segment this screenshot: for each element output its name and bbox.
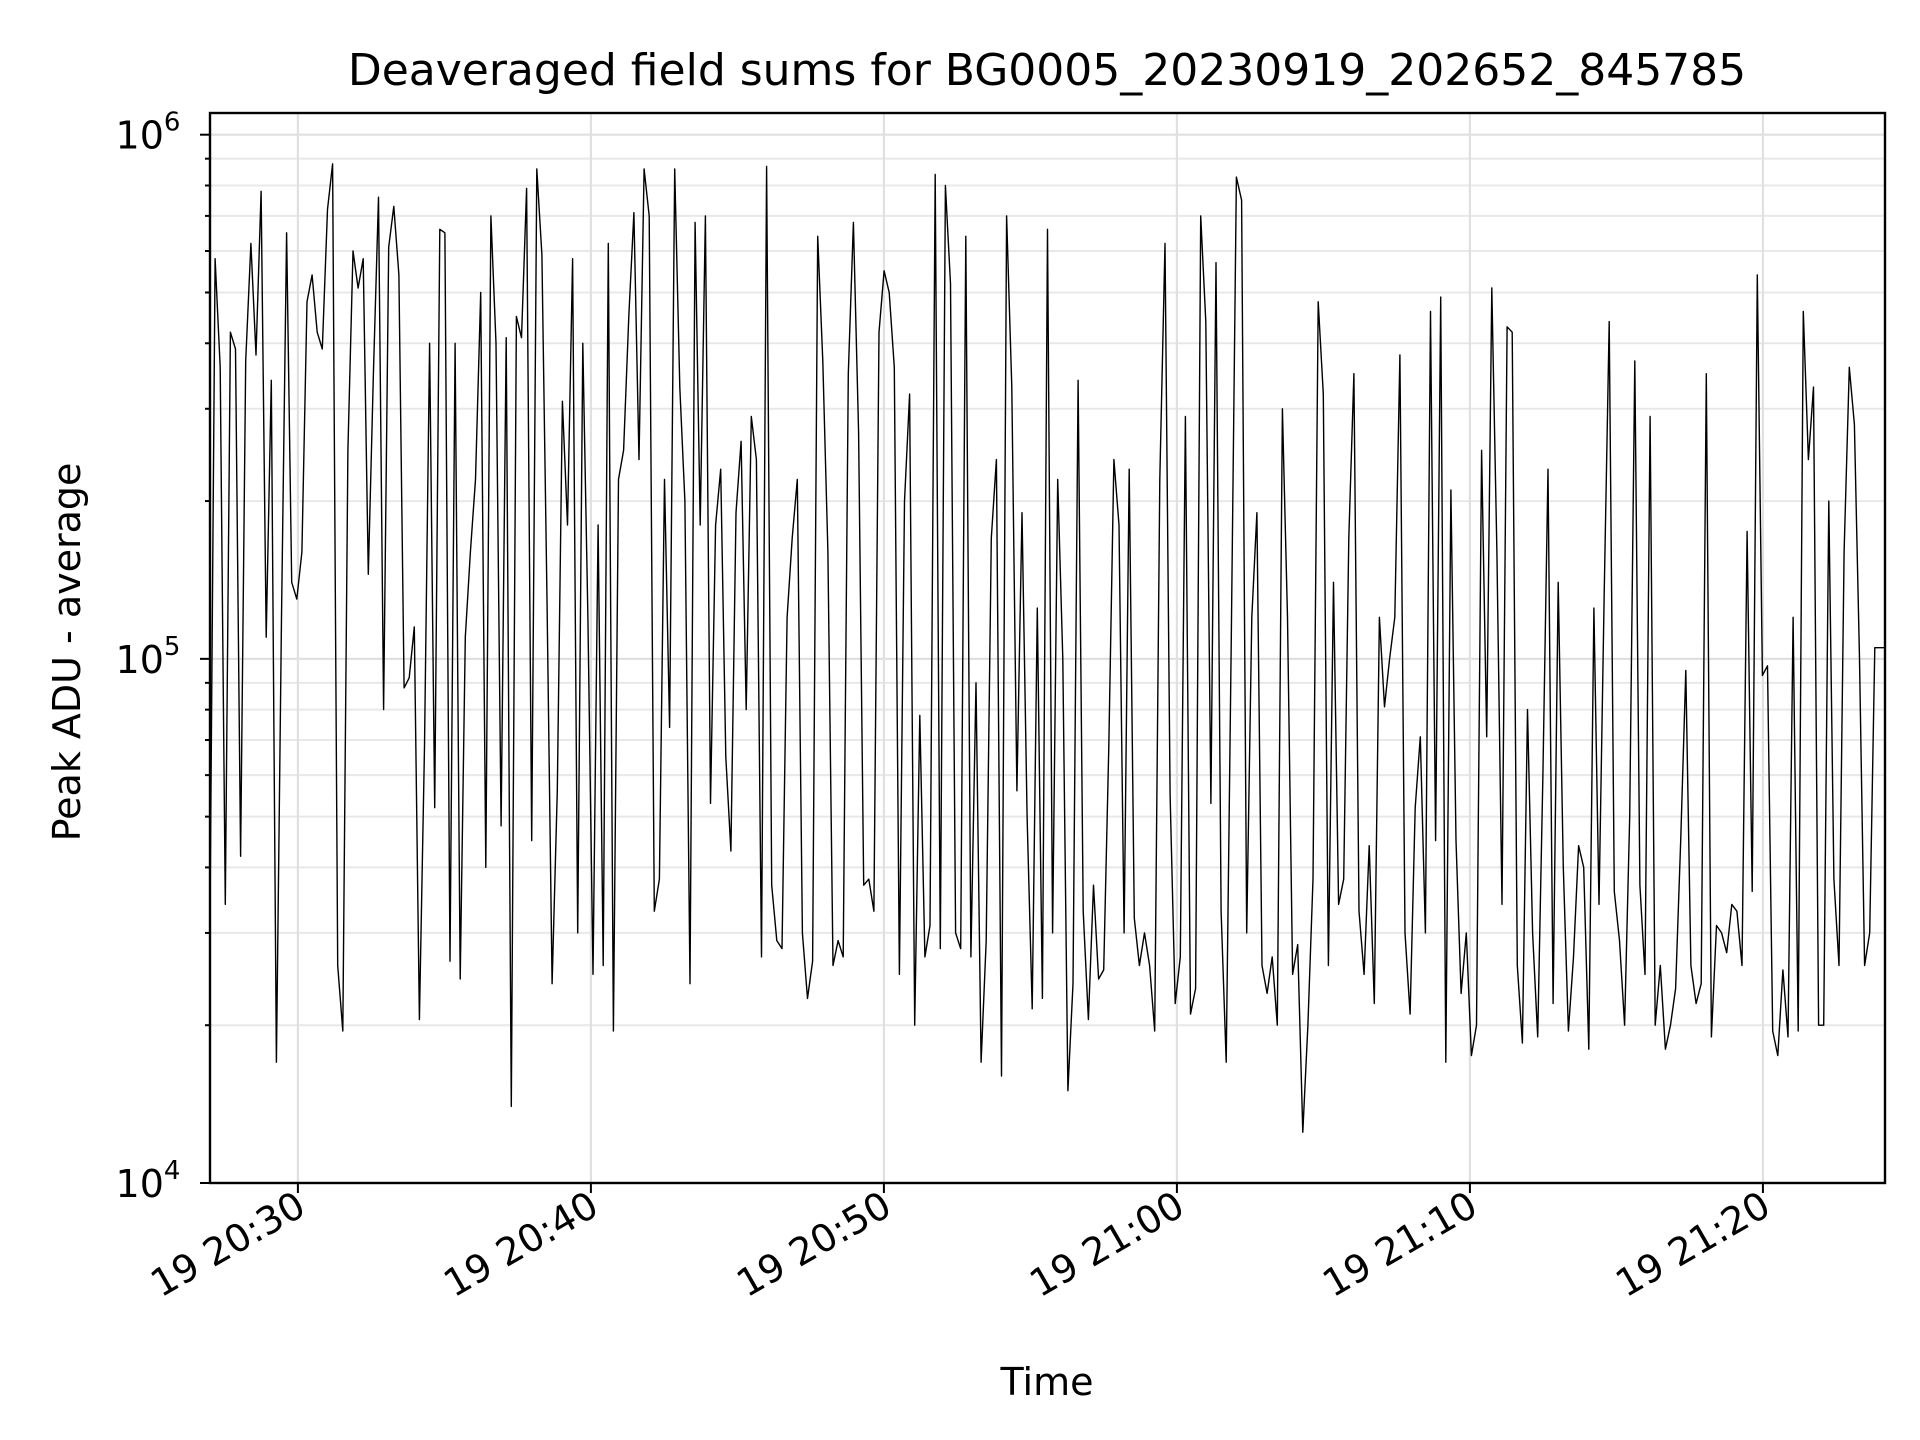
chart-title: Deaveraged field sums for BG0005_2023091… (348, 45, 1746, 96)
y-tick-label: 104 (116, 1156, 181, 1206)
y-tick-label: 105 (116, 632, 181, 682)
plot-frame (208, 111, 1887, 1185)
x-axis-label: Time (1000, 1360, 1094, 1404)
data-layer (209, 163, 1885, 1133)
series-line (209, 163, 1885, 1133)
y-axis-label: Peak ADU - average (45, 463, 89, 842)
y-tick-label: 106 (116, 108, 181, 158)
